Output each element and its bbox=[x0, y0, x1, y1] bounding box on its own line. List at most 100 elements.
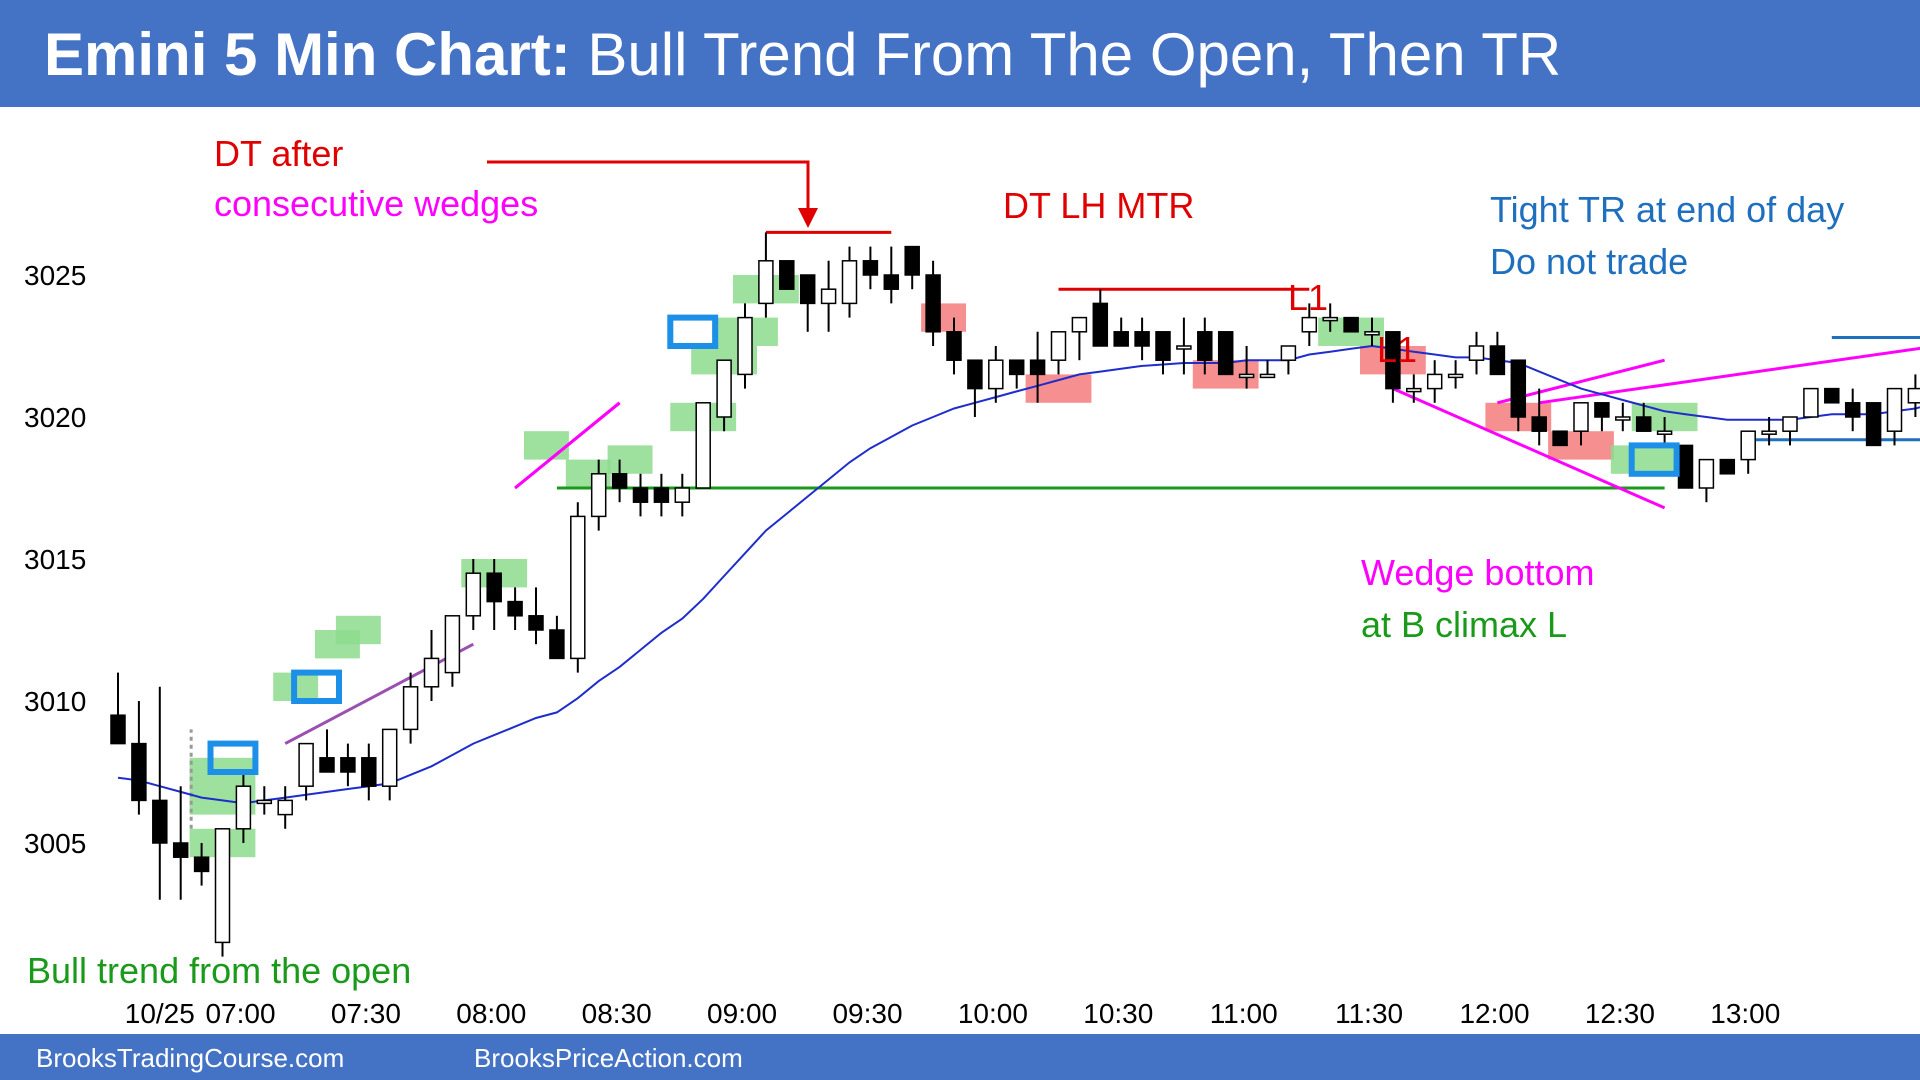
candle-body-20 bbox=[528, 615, 544, 631]
candle-39 bbox=[925, 260, 941, 346]
candle-body-16 bbox=[444, 615, 461, 674]
candle-82 bbox=[1824, 387, 1840, 404]
candle-body-6 bbox=[235, 785, 252, 830]
x-tick-label-6: 09:30 bbox=[832, 998, 902, 1029]
annotation-consecutive-wedges: consecutive wedges bbox=[214, 183, 538, 224]
candle-23 bbox=[590, 459, 607, 531]
candle-body-55 bbox=[1259, 373, 1276, 379]
footer-right-link[interactable]: BrooksPriceAction.com bbox=[474, 1043, 743, 1073]
candle-28 bbox=[695, 402, 711, 489]
candle-43 bbox=[1008, 359, 1025, 389]
candle-body-42 bbox=[988, 359, 1004, 390]
candle-body-71 bbox=[1594, 402, 1610, 418]
candle-layer bbox=[110, 232, 1920, 957]
candle-body-5 bbox=[214, 828, 231, 944]
candle-body-58 bbox=[1322, 316, 1338, 322]
candle-38 bbox=[904, 245, 920, 290]
annotation-l1-second: L1 bbox=[1377, 329, 1417, 370]
candle-70 bbox=[1573, 402, 1589, 446]
candle-7 bbox=[256, 786, 273, 815]
footer-left-link[interactable]: BrooksTradingCourse.com bbox=[36, 1043, 345, 1073]
candle-8 bbox=[277, 786, 293, 829]
x-tick-label-11: 12:00 bbox=[1459, 998, 1529, 1029]
candle-body-79 bbox=[1761, 430, 1777, 435]
candle-51 bbox=[1176, 317, 1192, 375]
candle-body-64 bbox=[1447, 373, 1464, 379]
trend-line-first-leg bbox=[284, 642, 475, 745]
candle-body-65 bbox=[1468, 345, 1485, 361]
candle-2 bbox=[152, 686, 168, 900]
candle-33 bbox=[799, 274, 816, 332]
candle-body-85 bbox=[1886, 387, 1903, 432]
y-tick-label-3005: 3005 bbox=[24, 828, 86, 859]
candle-68 bbox=[1531, 388, 1547, 446]
candle-body-50 bbox=[1155, 331, 1171, 361]
candle-9 bbox=[298, 742, 314, 801]
candle-body-0 bbox=[110, 714, 126, 745]
y-tick-label-3025: 3025 bbox=[24, 260, 86, 291]
candle-body-32 bbox=[779, 260, 795, 290]
x-tick-label-9: 11:00 bbox=[1210, 998, 1278, 1029]
dt-arrow-line bbox=[487, 160, 810, 212]
candle-body-2 bbox=[152, 799, 168, 844]
dt-arrow-head bbox=[798, 208, 818, 228]
annotation-do-not-trade: Do not trade bbox=[1490, 241, 1688, 282]
x-tick-label-12: 12:30 bbox=[1585, 998, 1655, 1029]
candle-body-77 bbox=[1719, 458, 1736, 475]
candle-body-3 bbox=[172, 842, 189, 858]
candle-body-7 bbox=[256, 799, 273, 805]
candle-30 bbox=[737, 303, 753, 389]
highlight-zone-14 bbox=[1025, 374, 1092, 403]
candle-body-29 bbox=[716, 359, 732, 418]
candle-body-56 bbox=[1280, 345, 1297, 361]
candle-3 bbox=[172, 786, 189, 900]
highlight-zone-8 bbox=[607, 445, 653, 474]
candle-25 bbox=[632, 473, 649, 517]
x-tick-label-1: 07:00 bbox=[205, 998, 275, 1029]
candle-body-35 bbox=[841, 260, 858, 305]
candle-body-17 bbox=[465, 572, 482, 617]
wedge-line-upper-2 bbox=[514, 401, 621, 490]
chart-title-rest: Bull Trend From The Open, Then TR bbox=[570, 21, 1562, 88]
candle-54 bbox=[1238, 346, 1255, 389]
candle-34 bbox=[820, 260, 837, 332]
x-tick-label-10: 11:30 bbox=[1335, 998, 1403, 1029]
annotation-dt-lh-mtr: DT LH MTR bbox=[1003, 185, 1194, 226]
candle-49 bbox=[1134, 317, 1150, 361]
candle-79 bbox=[1761, 417, 1777, 446]
candle-29 bbox=[716, 359, 732, 432]
candle-body-19 bbox=[507, 600, 523, 617]
candle-body-14 bbox=[402, 686, 419, 731]
highlight-zone-6 bbox=[524, 431, 569, 460]
annotation-bull-trend: Bull trend from the open bbox=[27, 950, 411, 991]
candle-57 bbox=[1301, 303, 1318, 346]
candle-body-53 bbox=[1217, 331, 1234, 376]
candle-body-47 bbox=[1092, 302, 1109, 347]
candle-41 bbox=[967, 359, 983, 417]
candle-20 bbox=[528, 587, 544, 645]
candle-13 bbox=[381, 728, 398, 801]
candle-83 bbox=[1844, 388, 1861, 432]
x-tick-label-3: 08:00 bbox=[456, 998, 526, 1029]
candle-body-82 bbox=[1824, 387, 1840, 404]
candle-48 bbox=[1113, 317, 1129, 347]
candle-body-15 bbox=[423, 657, 440, 688]
candle-body-61 bbox=[1385, 331, 1401, 390]
candle-body-33 bbox=[799, 274, 816, 305]
candle-body-23 bbox=[590, 473, 607, 518]
x-tick-label-5: 09:00 bbox=[707, 998, 777, 1029]
candle-81 bbox=[1803, 387, 1819, 418]
candle-5 bbox=[214, 828, 231, 957]
x-axis: 10/25 07:00 07:30 08:00 08:30 09:00 09:30 10:00… bbox=[125, 998, 1781, 1029]
candle-17 bbox=[465, 559, 482, 630]
x-tick-label-2: 07:30 bbox=[331, 998, 401, 1029]
candle-0 bbox=[110, 672, 126, 745]
ema-line bbox=[117, 344, 1920, 805]
candle-body-44 bbox=[1029, 359, 1046, 376]
candle-body-24 bbox=[611, 473, 628, 489]
candle-42 bbox=[988, 346, 1004, 403]
candle-body-26 bbox=[653, 487, 670, 503]
candle-body-8 bbox=[277, 799, 293, 816]
candle-59 bbox=[1343, 316, 1359, 333]
candle-body-81 bbox=[1803, 387, 1819, 418]
